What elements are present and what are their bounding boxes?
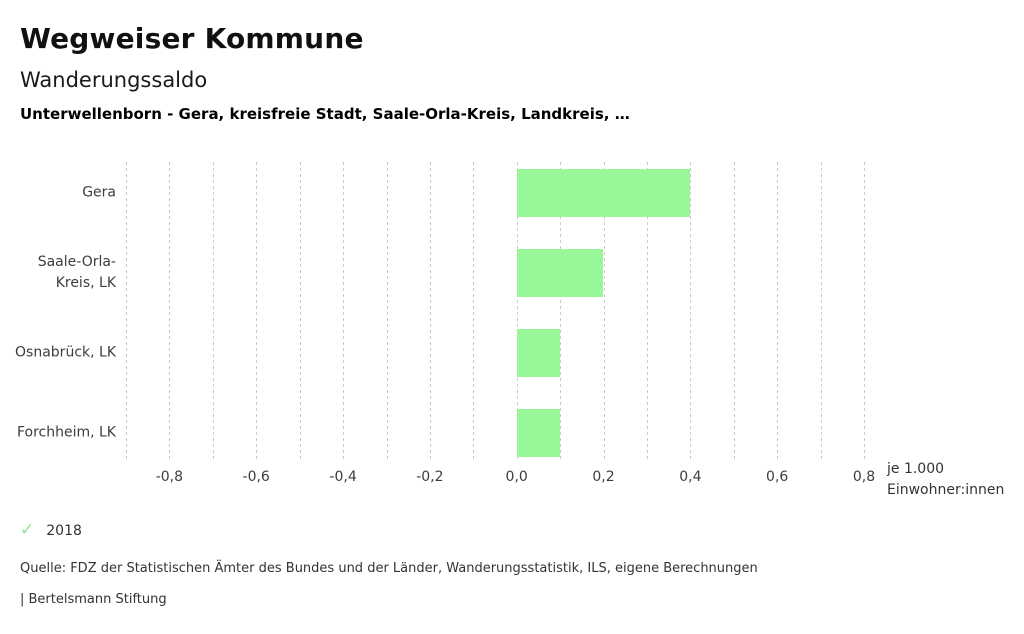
x-tick-label: 0,8: [852, 469, 876, 485]
page-title: Wegweiser Kommune: [20, 22, 364, 55]
gridline: [733, 162, 735, 460]
gridline: [429, 162, 431, 460]
gridline: [256, 162, 258, 460]
bar-forchheim-lk: [516, 409, 561, 457]
x-tick-label: 0,0: [505, 469, 528, 485]
x-tick-label: -0,6: [242, 469, 270, 485]
axis-unit-line2: Einwohner:innen: [887, 482, 1005, 498]
x-tick-label: 0,2: [592, 469, 615, 485]
gridline: [126, 162, 127, 460]
plot-area: [126, 162, 865, 460]
gridline: [777, 162, 779, 460]
x-tick-label: 0,4: [679, 469, 702, 485]
x-tick-label: -0,8: [155, 469, 184, 485]
indicator-title: Wanderungssaldo: [20, 68, 208, 92]
gridline: [212, 162, 214, 460]
gridline: [646, 162, 648, 460]
bar-gera: [516, 169, 691, 217]
gridline: [516, 162, 518, 460]
attribution-text: | Bertelsmann Stiftung: [20, 592, 167, 607]
category-label: Osnabrück, LK: [15, 344, 116, 361]
x-tick-label: -0,4: [329, 469, 357, 485]
gridline: [690, 162, 692, 460]
gridline: [473, 162, 475, 460]
axis-unit-label: je 1.000 Einwohner:innen: [887, 459, 1004, 501]
category-label: Forchheim, LK: [16, 424, 116, 441]
bar-osnabr-ck-lk: [516, 329, 561, 377]
gridline: [864, 162, 865, 460]
legend: ✓ 2018: [20, 522, 82, 539]
gridline: [603, 162, 605, 460]
category-label: Saale-Orla-Kreis, LK: [37, 254, 116, 291]
gridline: [169, 162, 171, 460]
bar-saale-orla-kreis-lk: [516, 249, 604, 297]
x-tick-label: -0,2: [416, 469, 444, 485]
check-mark-icon: ✓: [20, 520, 35, 540]
gridline: [560, 162, 562, 460]
gridline: [386, 162, 388, 460]
gridline: [820, 162, 822, 460]
category-label: Gera: [82, 184, 116, 201]
axis-unit-line1: je 1.000: [887, 461, 945, 477]
gridline: [343, 162, 345, 460]
bar-chart: Gera Saale-Orla-Kreis, LK Osnabrück, LK For…: [0, 150, 1024, 510]
gridline: [299, 162, 301, 460]
x-tick-label: 0,6: [766, 469, 789, 485]
source-text: Quelle: FDZ der Statistischen Ämter des …: [20, 561, 758, 576]
region-selection-line: Unterwellenborn - Gera, kreisfreie Stadt…: [20, 105, 630, 123]
legend-year-label: 2018: [46, 522, 82, 539]
